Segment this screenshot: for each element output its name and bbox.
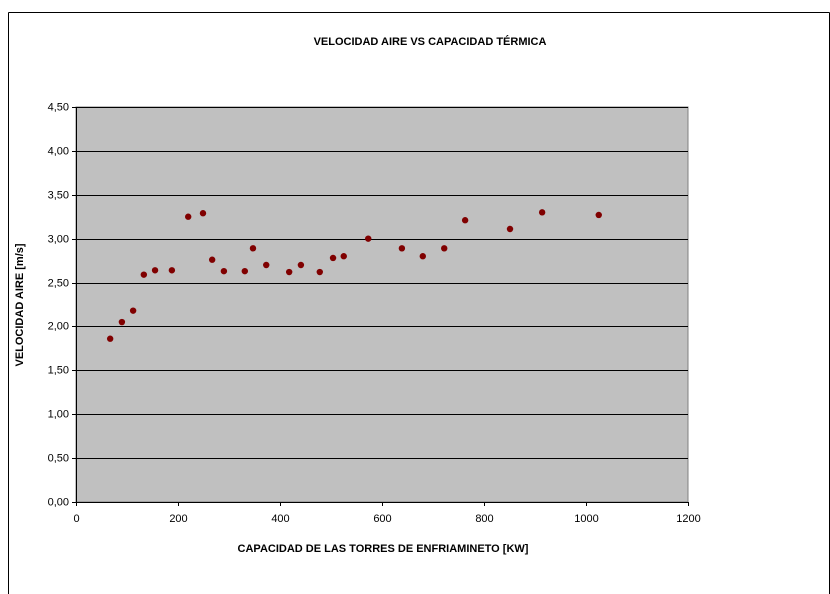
x-tick-label: 1200 xyxy=(676,513,700,525)
data-point xyxy=(595,211,602,219)
data-point xyxy=(129,307,137,314)
data-point xyxy=(208,256,216,263)
data-point xyxy=(249,245,257,252)
data-point xyxy=(106,335,114,342)
y-tick-label: 4,50 xyxy=(48,101,69,113)
data-point xyxy=(140,271,148,278)
data-point xyxy=(185,213,192,220)
x-tick-label: 600 xyxy=(373,513,391,525)
data-point xyxy=(220,267,228,275)
data-point xyxy=(199,210,207,217)
data-point xyxy=(506,225,514,233)
x-axis-label: CAPACIDAD DE LAS TORRES DE ENFRIAMINETO … xyxy=(238,543,529,555)
data-point xyxy=(316,268,323,276)
data-point xyxy=(329,254,337,262)
x-tick-label: 400 xyxy=(271,513,289,525)
data-point xyxy=(340,253,347,260)
data-point xyxy=(441,245,448,252)
y-tick-label: 3,00 xyxy=(48,233,69,245)
data-point xyxy=(365,235,372,242)
y-tick-label: 0,00 xyxy=(48,496,69,508)
plot-area xyxy=(75,106,689,503)
y-tick-label: 2,00 xyxy=(48,320,69,332)
y-tick-label: 1,00 xyxy=(48,408,69,420)
y-tick-label: 4,00 xyxy=(48,145,69,157)
y-axis-label: VELOCIDAD AIRE [m/s] xyxy=(14,243,26,366)
x-tick-label: 800 xyxy=(475,513,493,525)
data-point xyxy=(461,217,469,224)
data-point xyxy=(241,267,249,275)
x-tick-label: 1000 xyxy=(574,513,598,525)
y-tick-label: 2,50 xyxy=(48,277,69,289)
y-tick-label: 0,50 xyxy=(48,452,69,464)
data-point xyxy=(285,268,293,276)
data-point xyxy=(398,245,406,252)
data-point xyxy=(419,253,426,260)
x-tick-label: 0 xyxy=(73,513,79,525)
data-point xyxy=(151,267,159,274)
y-tick-label: 1,50 xyxy=(48,364,69,376)
data-point xyxy=(168,267,176,274)
chart-title: VELOCIDAD AIRE VS CAPACIDAD TÉRMICA xyxy=(314,35,547,48)
data-point xyxy=(118,318,126,326)
data-point xyxy=(538,209,546,216)
data-point xyxy=(263,261,270,269)
x-tick-label: 200 xyxy=(169,513,187,525)
data-point xyxy=(297,261,305,269)
y-tick-label: 3,50 xyxy=(48,189,69,201)
